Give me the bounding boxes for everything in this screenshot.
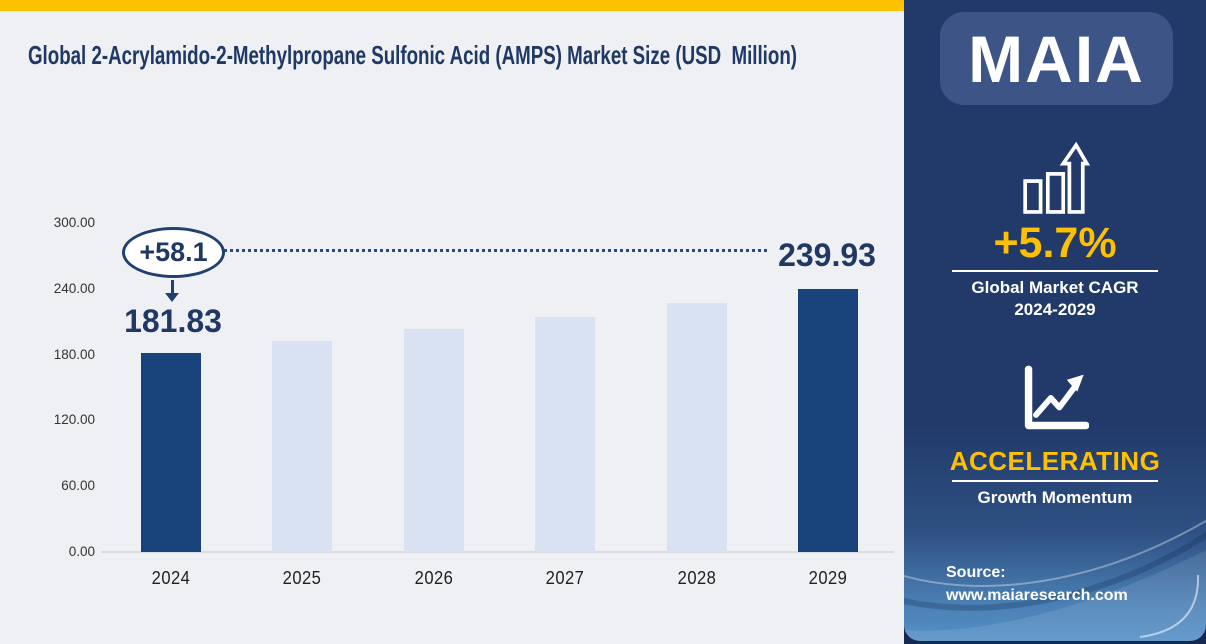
source-block: Source: www.maiaresearch.com (946, 561, 1128, 607)
bar-2024 (140, 353, 201, 552)
x-axis-label-2027: 2027 (545, 568, 585, 588)
page-title: Global 2-Acrylamido-2-Methylpropane Sulf… (28, 40, 797, 70)
bar-chart: 2024 2025 2026 2027 2028 2029 300.00 240.00 180.… (54, 215, 894, 588)
down-arrow (171, 280, 174, 293)
momentum-value: ACCELERATING (949, 446, 1161, 476)
y-axis-tick-60.00: 60.00 (61, 478, 95, 494)
bar-2029 (798, 289, 859, 552)
divider-line-2 (952, 480, 1158, 482)
x-axis-line (101, 551, 894, 553)
source-url: www.maiaresearch.com (946, 587, 1128, 604)
swoosh-decoration (904, 519, 1206, 641)
x-axis-label-2025: 2025 (282, 568, 322, 588)
bar-2027 (535, 317, 596, 552)
x-axis-label-2029: 2029 (808, 568, 848, 588)
y-axis-tick-180.00: 180.00 (53, 346, 95, 362)
top-accent-bar (0, 0, 904, 11)
sidebar-panel: MAIA +5.7% Global Market CAGR 2024-2029 … (904, 0, 1206, 641)
divider-line (952, 270, 1158, 272)
down-arrow-head-icon (165, 293, 179, 302)
x-axis-label-2026: 2026 (414, 568, 454, 588)
start-value-label: 181.83 (124, 303, 222, 339)
cagr-period: 2024-2029 (1014, 300, 1096, 319)
y-axis-tick-120.00: 120.00 (53, 412, 95, 428)
dotted-connector-line (224, 249, 767, 252)
delta-value: +58.1 (139, 237, 208, 267)
cagr-value: +5.7% (993, 219, 1117, 267)
x-axis-label-2028: 2028 (677, 568, 717, 588)
source-label: Source: (946, 564, 1006, 581)
maia-logo: MAIA (940, 12, 1173, 105)
end-value-label: 239.93 (778, 237, 876, 273)
line-chart-arrow-icon (1024, 365, 1089, 430)
maia-logo-text: MAIA (968, 21, 1145, 96)
x-axis-label-2024: 2024 (151, 568, 191, 588)
growth-bars-arrow-icon (1023, 142, 1091, 214)
bar-2026 (403, 329, 464, 552)
bar-2028 (666, 303, 727, 552)
y-axis-tick-240.00: 240.00 (53, 280, 95, 296)
y-axis-tick-0.00: 0.00 (68, 544, 95, 559)
cagr-label: Global Market CAGR (971, 278, 1139, 297)
delta-annotation-bubble: +58.1 (122, 227, 225, 278)
y-axis-tick-300.00: 300.00 (53, 215, 95, 230)
momentum-label: Growth Momentum (977, 488, 1133, 507)
sidebar: MAIA +5.7% Global Market CAGR 2024-2029 … (904, 0, 1206, 644)
bar-2025 (272, 341, 333, 552)
